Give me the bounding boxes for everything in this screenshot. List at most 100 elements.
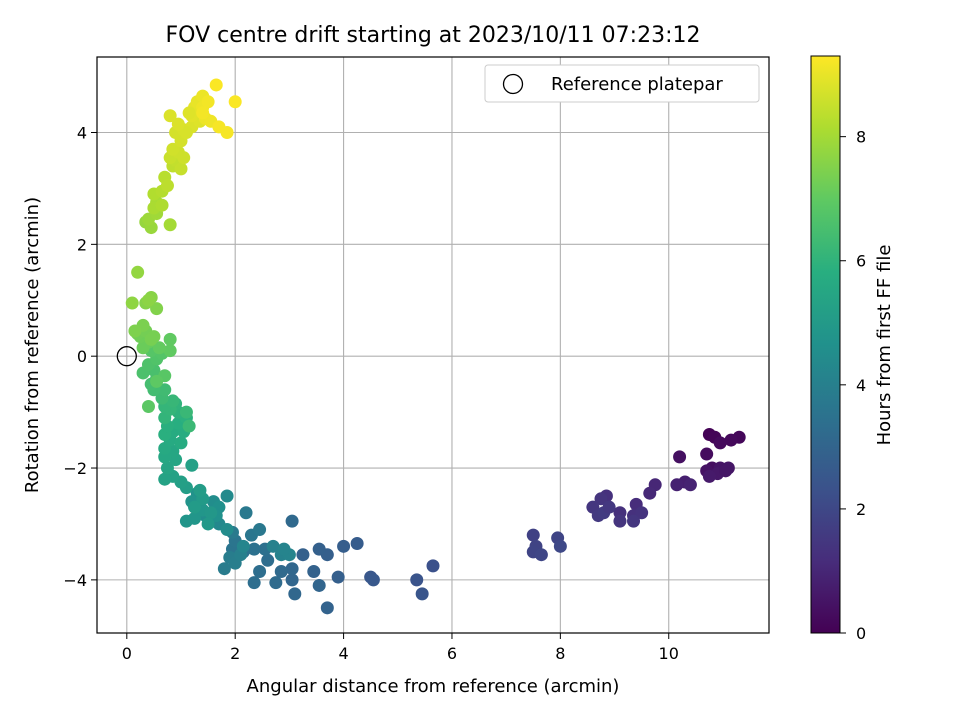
- plot-frame: [96, 56, 770, 634]
- data-point: [239, 506, 253, 520]
- legend-label: Reference platepar: [551, 74, 723, 95]
- data-point: [702, 469, 716, 483]
- data-point: [220, 125, 234, 139]
- colorbar-ticks: 0 2 4 6 8: [840, 128, 866, 643]
- data-point: [331, 570, 345, 584]
- data-point: [163, 332, 177, 346]
- data-point: [534, 548, 548, 562]
- x-tick-label: 2: [230, 644, 240, 663]
- data-point: [274, 564, 288, 578]
- data-point: [182, 106, 196, 120]
- reference-point-marker: [116, 346, 137, 367]
- data-point: [166, 142, 180, 156]
- data-point: [366, 573, 380, 587]
- data-point: [307, 564, 321, 578]
- data-point: [220, 489, 234, 503]
- grid-lines: [97, 57, 769, 633]
- colorbar-label: Hours from first FF file: [874, 245, 895, 446]
- data-point: [247, 542, 261, 556]
- data-point: [285, 514, 299, 528]
- legend-marker-icon: [502, 73, 524, 95]
- data-point: [163, 344, 177, 358]
- data-point: [196, 106, 210, 120]
- x-tick-label: 4: [338, 644, 348, 663]
- data-point: [296, 548, 310, 562]
- data-point: [150, 302, 164, 316]
- y-axis-label: Rotation from reference (arcmin): [22, 197, 43, 493]
- chart-title: FOV centre drift starting at 2023/10/11 …: [166, 23, 701, 48]
- data-point: [171, 117, 185, 131]
- data-point: [253, 564, 267, 578]
- data-point: [177, 151, 191, 165]
- data-point: [602, 500, 616, 514]
- x-axis-label: Angular distance from reference (arcmin): [247, 676, 620, 697]
- data-point: [182, 419, 196, 433]
- data-point: [155, 198, 169, 212]
- data-point: [204, 506, 218, 520]
- data-point: [526, 528, 540, 542]
- data-point: [594, 492, 608, 506]
- data-point: [700, 447, 714, 461]
- data-point: [261, 553, 275, 567]
- data-point: [288, 587, 302, 601]
- y-axis: −4 −2 0 2 4: [63, 123, 97, 590]
- data-point: [158, 383, 172, 397]
- colorbar-tick-label: 4: [856, 376, 866, 395]
- data-point: [193, 483, 207, 497]
- data-point: [209, 78, 223, 92]
- data-point: [410, 573, 424, 587]
- data-point: [144, 332, 158, 346]
- data-point: [141, 293, 155, 307]
- data-point: [217, 562, 231, 576]
- data-point: [163, 109, 177, 123]
- data-point: [683, 478, 697, 492]
- data-point: [285, 562, 299, 576]
- data-point: [613, 514, 627, 528]
- data-point: [152, 341, 166, 355]
- colorbar-tick-label: 6: [856, 252, 866, 271]
- data-point: [253, 523, 267, 537]
- data-point: [220, 523, 234, 537]
- colorbar-tick-label: 8: [856, 128, 866, 147]
- y-tick-label: 0: [77, 347, 87, 366]
- colorbar-gradient: [810, 55, 841, 634]
- data-point: [312, 578, 326, 592]
- data-point: [350, 537, 364, 551]
- data-point: [128, 324, 142, 338]
- data-point: [724, 433, 738, 447]
- data-point: [643, 486, 657, 500]
- data-point: [136, 341, 150, 355]
- data-point: [337, 539, 351, 553]
- data-point: [228, 95, 242, 109]
- data-point: [201, 95, 215, 109]
- y-tick-label: −4: [63, 571, 87, 590]
- points-layer: [125, 78, 746, 615]
- data-point: [158, 472, 172, 486]
- data-point: [673, 450, 687, 464]
- data-point: [160, 179, 174, 193]
- data-point: [131, 265, 145, 279]
- y-tick-label: −2: [63, 459, 87, 478]
- reference-marker-layer: [116, 346, 137, 367]
- data-point: [269, 576, 283, 590]
- data-point: [201, 517, 215, 531]
- data-point: [719, 464, 733, 478]
- x-tick-label: 8: [555, 644, 565, 663]
- data-point: [188, 500, 202, 514]
- data-point: [553, 539, 567, 553]
- legend-box: [484, 64, 760, 103]
- y-tick-label: 4: [77, 123, 87, 142]
- data-point: [426, 559, 440, 573]
- data-point: [320, 601, 334, 615]
- data-point: [185, 458, 199, 472]
- data-point: [188, 511, 202, 525]
- y-tick-label: 2: [77, 235, 87, 254]
- legend: Reference platepar: [484, 64, 760, 103]
- data-point: [179, 405, 193, 419]
- data-point: [627, 514, 641, 528]
- data-point: [713, 436, 727, 450]
- colorbar-tick-label: 2: [856, 500, 866, 519]
- x-axis: 0 2 4 6 8 10: [122, 633, 679, 663]
- data-point: [150, 374, 164, 388]
